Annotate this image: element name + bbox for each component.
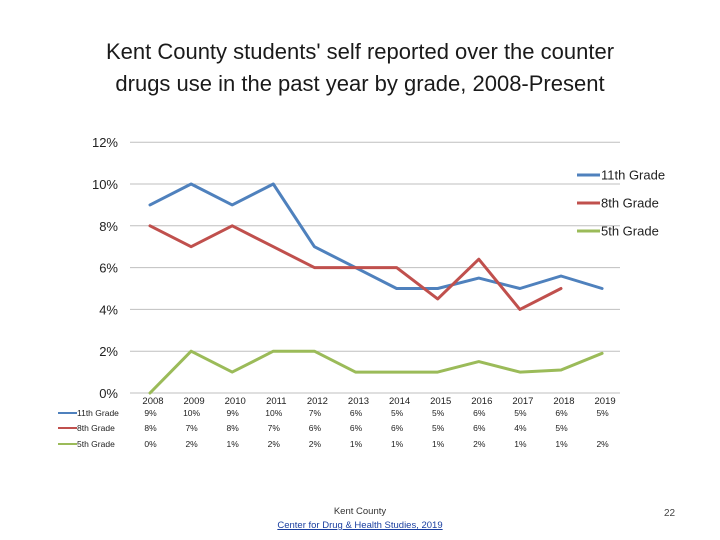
series-line-11th-grade (148, 182, 604, 290)
chart-title: Kent County students' self reported over… (0, 36, 720, 100)
table-cell: 8% (227, 423, 240, 433)
table-cell: 5% (555, 423, 568, 433)
chart-title-line-2: drugs use in the past year by grade, 200… (115, 71, 605, 96)
x-tick-label: 2013 (348, 396, 369, 407)
table-cell: 7% (268, 423, 281, 433)
table-cell: 6% (350, 408, 363, 418)
table-cell: 2% (268, 439, 281, 449)
y-tick-label: 10% (92, 177, 118, 192)
series-lines (148, 182, 604, 395)
table-cell: 5% (432, 423, 445, 433)
table-cell: 5% (391, 408, 404, 418)
table-cell: 5% (514, 408, 527, 418)
table-cell: 1% (514, 439, 527, 449)
legend-label: 11th Grade (601, 168, 665, 183)
table-cell: 9% (144, 408, 157, 418)
table-cell: 10% (265, 408, 282, 418)
table-cell: 0% (144, 439, 157, 449)
table-cell: 2% (473, 439, 486, 449)
table-cell: 1% (555, 439, 568, 449)
y-tick-label: 4% (99, 302, 118, 317)
x-tick-label: 2011 (266, 396, 286, 407)
table-cell: 2% (309, 439, 322, 449)
table-cell: 4% (514, 423, 527, 433)
series-line-5th-grade (148, 349, 604, 395)
legend: 11th Grade 8th Grade 5th Grade (577, 168, 665, 239)
footer: Kent County Center for Drug & Health Stu… (230, 505, 490, 533)
x-tick-label: 2014 (389, 396, 410, 407)
table-cell: 6% (473, 408, 486, 418)
table-cell: 2% (185, 439, 198, 449)
table-cell: 6% (473, 423, 486, 433)
table-cell: 1% (227, 439, 240, 449)
x-tick-label: 2010 (225, 396, 246, 407)
legend-label: 5th Grade (601, 224, 659, 239)
table-row-label: 11th Grade (77, 408, 119, 418)
table-cell: 6% (309, 423, 322, 433)
table-cell: 1% (391, 439, 404, 449)
footer-source-link[interactable]: Center for Drug & Health Studies, 2019 (277, 520, 443, 531)
y-tick-label: 2% (99, 344, 118, 359)
table-row-label: 5th Grade (77, 439, 115, 449)
footer-county: Kent County (333, 506, 387, 517)
y-tick-label: 0% (99, 386, 118, 401)
x-tick-label: 2008 (142, 396, 163, 407)
data-table: 2008 2009 2010 2011 2012 2013 2014 2015 2016 2017… (58, 396, 616, 449)
table-cell: 10% (183, 408, 200, 418)
table-cell: 8% (144, 423, 157, 433)
y-tick-label: 12% (92, 135, 118, 150)
table-cell: 6% (350, 423, 363, 433)
table-cell: 1% (432, 439, 445, 449)
series-line-8th-grade (148, 224, 563, 311)
table-cell: 6% (555, 408, 568, 418)
y-axis: 0% 2% 4% 6% 8% 10% 12% (92, 135, 118, 401)
legend-label: 8th Grade (601, 196, 659, 211)
table-cell: 2% (596, 439, 609, 449)
x-tick-label: 2015 (430, 396, 451, 407)
x-tick-label: 2009 (184, 396, 205, 407)
gridlines (130, 141, 620, 394)
y-tick-label: 6% (99, 261, 118, 276)
table-cell: 1% (350, 439, 363, 449)
table-cell: 7% (185, 423, 198, 433)
table-cell: 7% (309, 408, 322, 418)
x-tick-label: 2019 (595, 396, 616, 407)
table-cell: 5% (432, 408, 445, 418)
x-tick-label: 2018 (553, 396, 574, 407)
page-number: 22 (664, 508, 676, 519)
table-cell: 9% (227, 408, 240, 418)
x-tick-label: 2017 (512, 396, 533, 407)
table-cell: 5% (596, 408, 609, 418)
table-row-label: 8th Grade (77, 423, 115, 433)
table-cell: 6% (391, 423, 404, 433)
chart-title-line-1: Kent County students' self reported over… (105, 39, 615, 64)
x-tick-label: 2016 (471, 396, 492, 407)
x-tick-label: 2012 (307, 396, 328, 407)
y-tick-label: 8% (99, 219, 118, 234)
